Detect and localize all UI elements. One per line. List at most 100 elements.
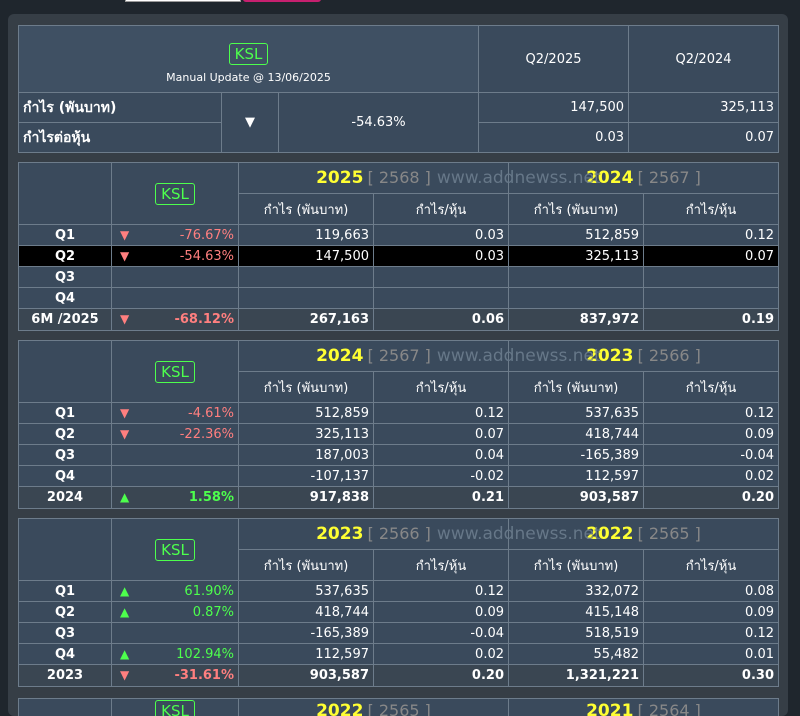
quarter-label: Q4 <box>18 465 112 487</box>
eps-value: 0.20 <box>643 486 779 509</box>
corner-cell <box>18 698 112 716</box>
change-cell: ▲ 0.87% <box>111 601 239 623</box>
profit-value: 512,859 <box>238 402 374 424</box>
eps-value: 0.01 <box>643 643 779 665</box>
eps-value <box>373 266 509 288</box>
ticker-badge: KSL <box>228 42 269 65</box>
corner-cell <box>18 340 112 403</box>
profit-value: -107,137 <box>238 465 374 487</box>
col-header-eps: กำไร/หุ้น <box>643 371 779 403</box>
thai-year-label: [ 2565 ] <box>637 524 701 543</box>
table-row: Q2 ▼ -54.63% 147,500 0.03 325,113 0.07 <box>18 245 779 267</box>
summary-header: KSL Manual Update @ 13/06/2025 <box>17 25 480 93</box>
top-input[interactable] <box>125 0 241 2</box>
table-row: Q2 ▼ -22.36% 325,113 0.07 418,744 0.09 <box>18 423 779 445</box>
quarter-label: Q1 <box>18 224 112 246</box>
year-table: KSL 2024 [ 2567 ] www.addnewss.net 2023 [ … <box>18 340 779 509</box>
profit-value <box>238 266 374 288</box>
col-header-eps: กำไร/หุ้น <box>373 549 509 581</box>
year-label: 2021 <box>586 700 634 716</box>
profit-value: 917,838 <box>238 486 374 509</box>
change-cell <box>111 465 239 487</box>
change-pct: 61.90% <box>184 583 234 599</box>
table-row: 2024 ▲ 1.58% 917,838 0.21 903,587 0.20 <box>18 486 779 509</box>
watermark: www.addnewss.net <box>436 524 601 544</box>
update-note: Manual Update @ 13/06/2025 <box>166 70 331 84</box>
profit-value: 187,003 <box>238 444 374 466</box>
summary-change-pct: -54.63% <box>277 92 480 153</box>
profit-value: 837,972 <box>508 308 644 331</box>
eps-value: 0.07 <box>373 423 509 445</box>
summary-row-label: กำไรต่อหุ้น <box>18 122 222 153</box>
change-pct: -22.36% <box>179 426 234 442</box>
eps-value: 0.21 <box>373 486 509 509</box>
profit-value: 537,635 <box>508 402 644 424</box>
year-label: 2023 <box>316 524 364 544</box>
year-header: 2024 [ 2567 ] <box>508 162 779 194</box>
change-cell: ▼ -68.12% <box>111 308 239 331</box>
eps-value: 0.03 <box>373 224 509 246</box>
table-row: Q4 -107,137 -0.02 112,597 0.02 <box>18 465 779 487</box>
table-row: Q1 ▼ -4.61% 512,859 0.12 537,635 0.12 <box>18 402 779 424</box>
eps-value: 0.08 <box>643 580 779 602</box>
col-header-eps: กำไร/หุ้น <box>643 549 779 581</box>
summary-value: 0.03 <box>478 122 630 153</box>
summary-col1: Q2/2025 <box>478 25 630 93</box>
down-arrow-icon: ▼ <box>120 312 130 326</box>
quarter-label: Q2 <box>18 423 112 445</box>
thai-year-label: [ 2568 ] <box>367 168 431 187</box>
eps-value <box>373 287 509 309</box>
change-cell <box>111 266 239 288</box>
change-cell: ▲ 1.58% <box>111 486 239 509</box>
up-arrow-icon: ▲ <box>120 604 130 619</box>
profit-value: -165,389 <box>238 622 374 644</box>
eps-value: -0.04 <box>373 622 509 644</box>
thai-year-label: [ 2565 ] <box>367 700 431 716</box>
change-pct: 1.58% <box>188 490 234 505</box>
down-arrow-icon: ▼ <box>221 92 279 153</box>
corner-cell <box>18 518 112 581</box>
change-cell <box>111 622 239 644</box>
eps-value: 0.20 <box>373 664 509 687</box>
eps-value: 0.07 <box>643 245 779 267</box>
change-pct: -76.67% <box>179 227 234 243</box>
profit-value <box>508 266 644 288</box>
quarter-label: Q1 <box>18 580 112 602</box>
profit-value: 325,113 <box>508 245 644 267</box>
quarter-label: Q2 <box>18 245 112 267</box>
profit-value: 267,163 <box>238 308 374 331</box>
year-header: 2022 [ 2565 ] <box>508 518 779 550</box>
quarter-label: Q3 <box>18 266 112 288</box>
badge-cell: KSL <box>111 162 239 225</box>
quarter-label: Q3 <box>18 444 112 466</box>
table-row: Q4 ▲ 102.94% 112,597 0.02 55,482 0.01 <box>18 643 779 665</box>
eps-value: 0.19 <box>643 308 779 331</box>
year-label: 2022 <box>316 700 364 716</box>
down-arrow-icon: ▼ <box>120 405 130 420</box>
year-header: 2021 [ 2564 ] <box>508 698 779 716</box>
profit-value: 418,744 <box>508 423 644 445</box>
year-header: 2024 [ 2567 ] www.addnewss.net <box>238 340 601 372</box>
year-table: KSL 2023 [ 2566 ] www.addnewss.net 2022 [ … <box>18 518 779 687</box>
top-strip <box>0 0 800 14</box>
top-button[interactable] <box>243 0 321 2</box>
col-header-profit: กำไร (พันบาท) <box>238 549 374 581</box>
quarter-label: 2024 <box>18 486 112 509</box>
down-arrow-icon: ▼ <box>120 227 130 242</box>
table-row: Q3 187,003 0.04 -165,389 -0.04 <box>18 444 779 466</box>
summary-table: KSL Manual Update @ 13/06/2025 Q2/2025 Q… <box>17 25 780 153</box>
eps-value: -0.04 <box>643 444 779 466</box>
year-label: 2023 <box>586 346 634 366</box>
quarter-label: Q4 <box>18 643 112 665</box>
profit-value: 1,321,221 <box>508 664 644 687</box>
profit-value: 512,859 <box>508 224 644 246</box>
eps-value: 0.06 <box>373 308 509 331</box>
profit-value: 147,500 <box>238 245 374 267</box>
change-cell: ▼ -76.67% <box>111 224 239 246</box>
change-pct: -54.63% <box>179 248 234 264</box>
profit-value: 903,587 <box>508 486 644 509</box>
quarter-label: Q4 <box>18 287 112 309</box>
table-row: Q3 -165,389 -0.04 518,519 0.12 <box>18 622 779 644</box>
change-pct: -4.61% <box>188 405 234 421</box>
ticker-badge: KSL <box>155 538 195 561</box>
